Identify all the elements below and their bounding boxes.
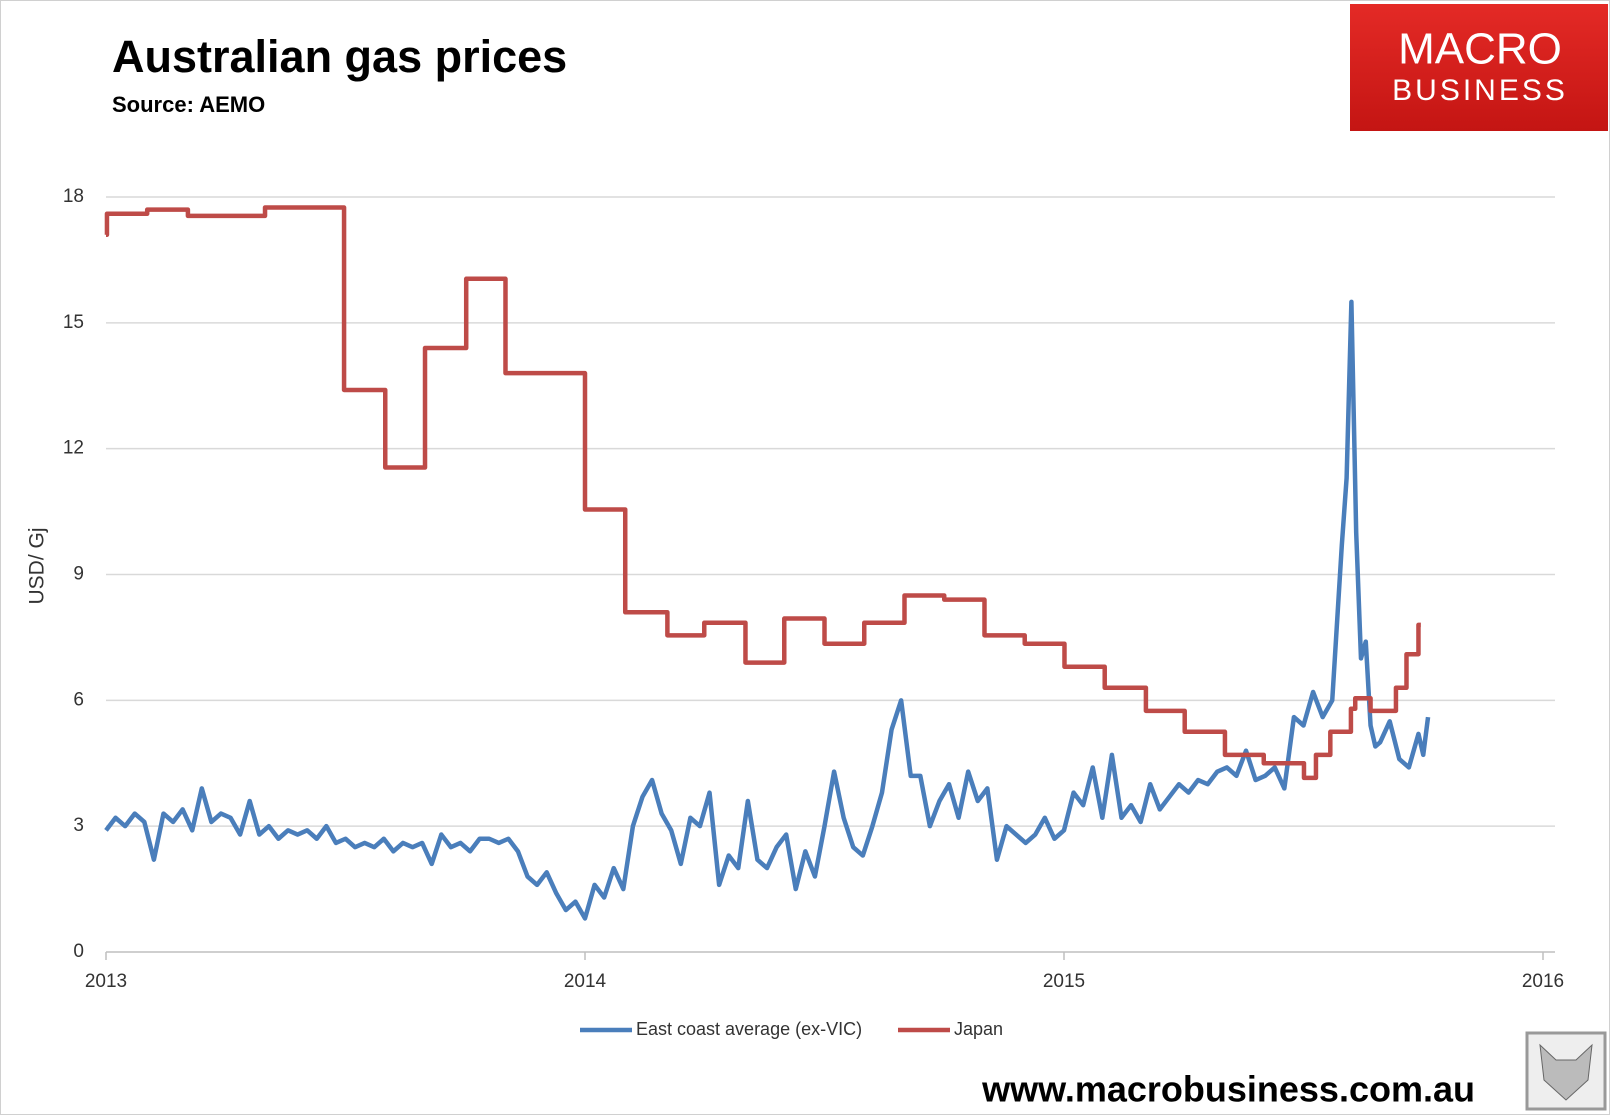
y-tick-label: 3 bbox=[73, 815, 84, 836]
y-tick-label: 15 bbox=[63, 312, 84, 333]
logo-text: MACRO bbox=[1398, 25, 1562, 74]
footer-url: www.macrobusiness.com.au bbox=[981, 1069, 1475, 1110]
y-tick-label: 9 bbox=[73, 564, 84, 585]
x-tick-label: 2016 bbox=[1522, 971, 1564, 992]
chart-subtitle: Source: AEMO bbox=[112, 92, 265, 117]
y-tick-label: 18 bbox=[63, 186, 84, 207]
fox-icon bbox=[1539, 1043, 1593, 1101]
logo-text: BUSINESS bbox=[1392, 74, 1568, 107]
x-tick-label: 2015 bbox=[1043, 971, 1085, 992]
y-tick-label: 6 bbox=[73, 689, 84, 710]
chart-title: Australian gas prices bbox=[112, 31, 567, 82]
y-tick-label: 0 bbox=[73, 941, 84, 962]
series-line bbox=[104, 205, 1421, 781]
x-tick-label: 2014 bbox=[564, 971, 607, 992]
legend-label: East coast average (ex-VIC) bbox=[636, 1019, 862, 1039]
y-axis-label: USD/ Gj bbox=[26, 527, 49, 604]
y-tick-label: 12 bbox=[63, 438, 84, 459]
legend-label: Japan bbox=[954, 1019, 1003, 1039]
logo-box bbox=[1350, 4, 1608, 131]
x-tick-label: 2013 bbox=[85, 971, 127, 992]
